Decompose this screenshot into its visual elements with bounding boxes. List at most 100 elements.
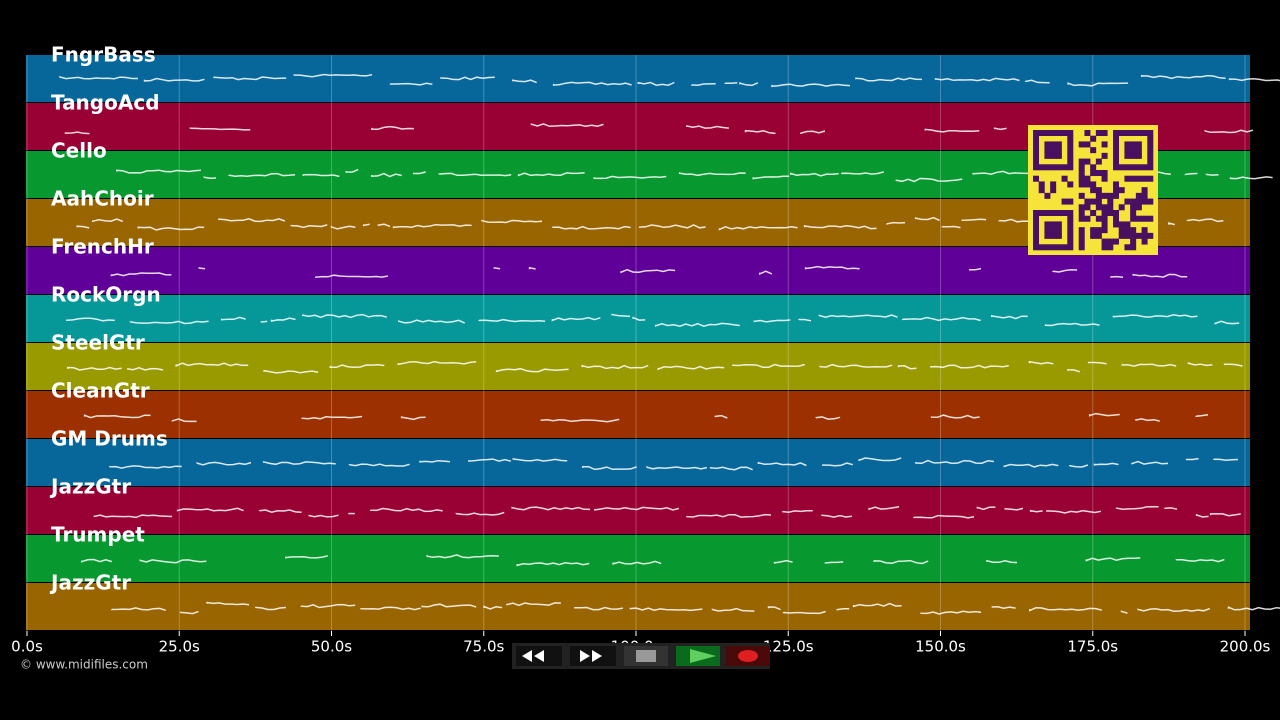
grid — [26, 55, 1246, 631]
qr-module — [1050, 232, 1057, 239]
qr-module — [1050, 130, 1057, 137]
qr-module — [1130, 227, 1137, 234]
qr-module — [1147, 198, 1154, 205]
qr-module — [1113, 147, 1120, 154]
qr-module — [1135, 164, 1142, 171]
qr-module — [1084, 215, 1091, 222]
qr-module — [1141, 175, 1148, 182]
qr-module — [1124, 244, 1131, 251]
qr-module — [1130, 215, 1137, 222]
track-lane — [26, 487, 1250, 534]
qr-module — [1130, 147, 1137, 154]
track-name: RockOrgn — [51, 283, 161, 307]
qr-code — [1028, 125, 1158, 255]
stop-button[interactable] — [624, 646, 668, 666]
qr-module — [1067, 232, 1074, 239]
qr-module — [1141, 130, 1148, 137]
qr-module — [1055, 221, 1062, 228]
track-lane — [26, 583, 1250, 630]
qr-module — [1147, 164, 1154, 171]
record-button[interactable] — [726, 646, 770, 666]
qr-module — [1050, 152, 1057, 159]
qr-module — [1090, 170, 1097, 177]
qr-module — [1090, 181, 1097, 188]
qr-module — [1038, 187, 1045, 194]
qr-module — [1130, 130, 1137, 137]
qr-module — [1118, 187, 1125, 194]
qr-module — [1135, 215, 1142, 222]
qr-module — [1118, 130, 1125, 137]
note-trail — [81, 554, 1225, 567]
qr-module — [1101, 141, 1108, 148]
qr-module — [1067, 152, 1074, 159]
qr-module — [1033, 232, 1040, 239]
tick-label: 75.0s — [463, 638, 504, 656]
qr-module — [1113, 152, 1120, 159]
qr-module — [1113, 164, 1120, 171]
qr-module — [1124, 232, 1131, 239]
play-button[interactable] — [676, 646, 720, 666]
qr-module — [1044, 164, 1051, 171]
qr-module — [1113, 158, 1120, 165]
qr-module — [1101, 221, 1108, 228]
qr-module — [1061, 130, 1068, 137]
qr-module — [1033, 227, 1040, 234]
qr-module — [1084, 130, 1091, 137]
qr-module — [1141, 215, 1148, 222]
qr-module — [1124, 147, 1131, 154]
qr-module — [1147, 147, 1154, 154]
qr-module — [1033, 135, 1040, 142]
qr-module — [1067, 158, 1074, 165]
qr-module — [1055, 164, 1062, 171]
track-lane — [26, 55, 1250, 102]
qr-module — [1107, 198, 1114, 205]
qr-module — [1135, 192, 1142, 199]
tick-label: 25.0s — [159, 638, 200, 656]
track-name: FngrBass — [51, 43, 156, 67]
qr-module — [1113, 135, 1120, 142]
qr-module — [1118, 232, 1125, 239]
qr-module — [1055, 232, 1062, 239]
qr-module — [1130, 244, 1137, 251]
qr-module — [1141, 198, 1148, 205]
track-name: TangoAcd — [51, 91, 160, 115]
qr-module — [1130, 232, 1137, 239]
qr-module — [1113, 141, 1120, 148]
qr-module — [1135, 152, 1142, 159]
qr-module — [1033, 221, 1040, 228]
forward-button[interactable] — [570, 646, 616, 666]
qr-module — [1033, 164, 1040, 171]
qr-module — [1130, 141, 1137, 148]
qr-module — [1124, 227, 1131, 234]
qr-module — [1107, 192, 1114, 199]
tick-label: 200.0s — [1220, 638, 1271, 656]
track-lane — [26, 343, 1250, 390]
qr-module — [1130, 164, 1137, 171]
qr-module — [1033, 175, 1040, 182]
rewind-button[interactable] — [516, 646, 562, 666]
qr-module — [1147, 141, 1154, 148]
qr-module — [1084, 175, 1091, 182]
qr-module — [1101, 130, 1108, 137]
qr-module — [1147, 215, 1154, 222]
qr-module — [1124, 164, 1131, 171]
qr-module — [1038, 164, 1045, 171]
qr-module — [1084, 158, 1091, 165]
track-name: FrenchHr — [51, 235, 154, 259]
qr-module — [1067, 164, 1074, 171]
qr-module — [1147, 232, 1154, 239]
qr-module — [1067, 198, 1074, 205]
qr-module — [1107, 210, 1114, 217]
qr-module — [1078, 238, 1085, 245]
qr-module — [1078, 210, 1085, 217]
qr-module — [1061, 164, 1068, 171]
qr-module — [1044, 152, 1051, 159]
qr-module — [1038, 210, 1045, 217]
qr-module — [1067, 244, 1074, 251]
qr-module — [1095, 192, 1102, 199]
qr-module — [1050, 164, 1057, 171]
qr-module — [1061, 244, 1068, 251]
qr-module — [1141, 164, 1148, 171]
qr-module — [1147, 158, 1154, 165]
